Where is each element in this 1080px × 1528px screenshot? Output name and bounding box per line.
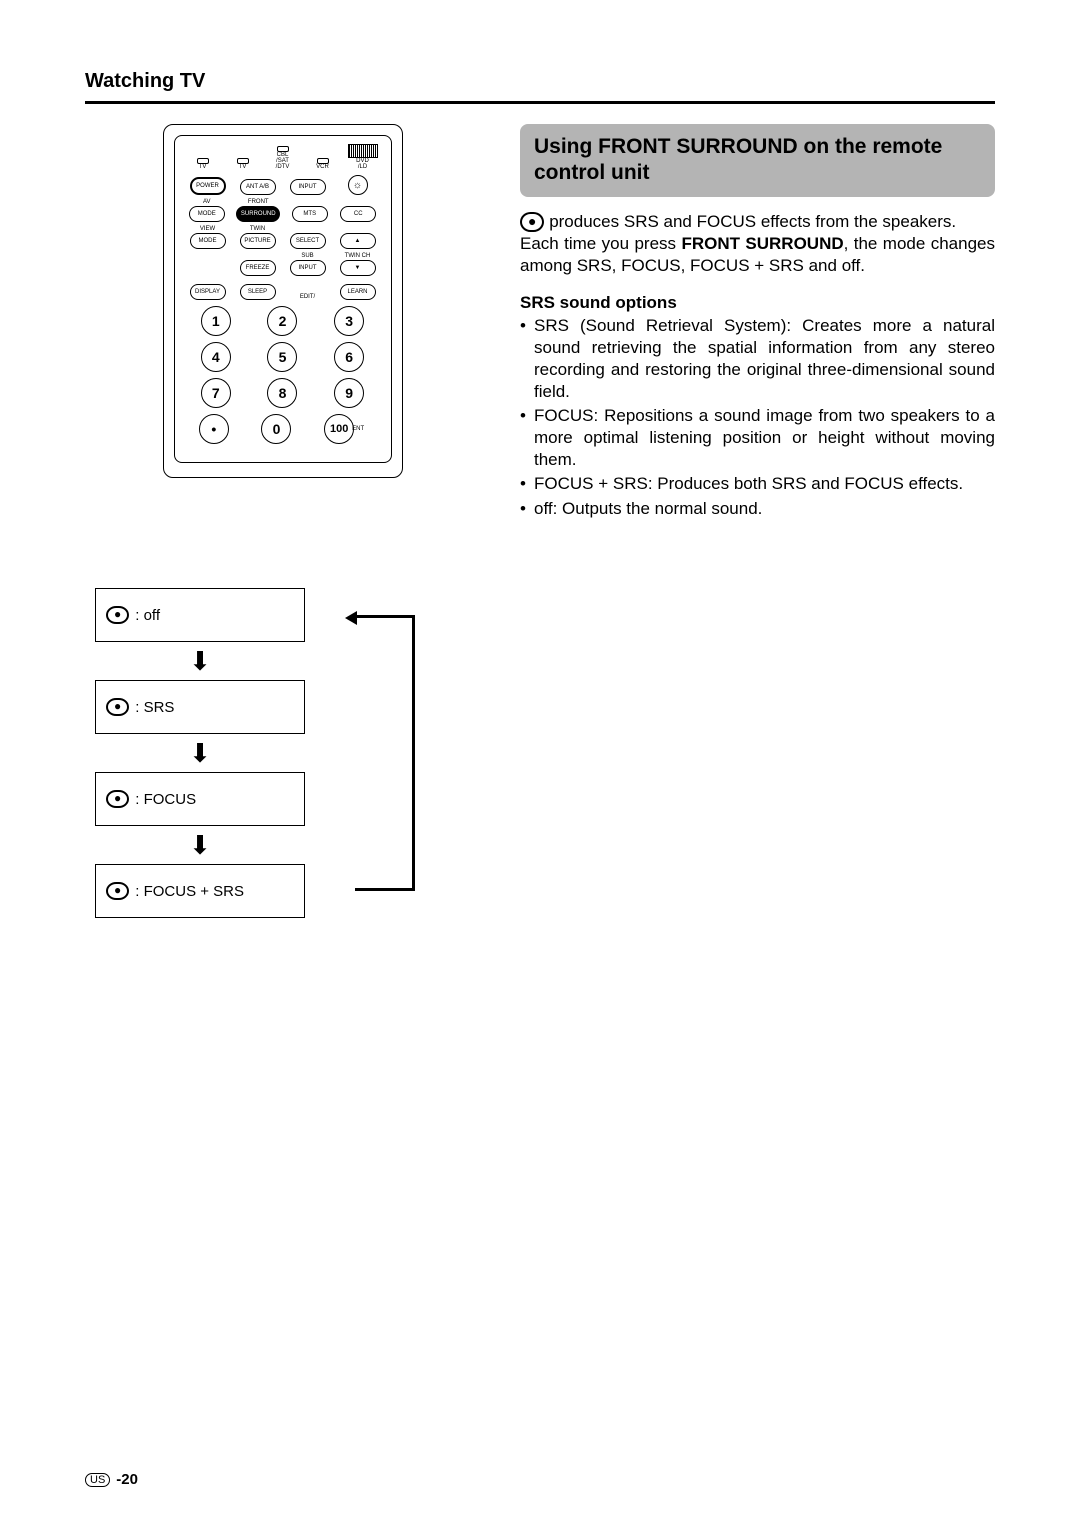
right-column: Using FRONT SURROUND on the remote contr… (520, 124, 995, 918)
options-subhead: SRS sound options (520, 293, 995, 313)
num-4: 4 (201, 342, 231, 372)
left-column: TV TV CBL /SAT /DTV VCR DVD /LD POWER AN… (85, 124, 480, 918)
page-footer: US -20 (85, 1471, 138, 1488)
down-arrow-icon: ⬇ (95, 734, 305, 772)
srs-icon (106, 790, 129, 807)
srs-icon (106, 606, 129, 623)
cycle-paragraph: Each time you press FRONT SURROUND, the … (520, 233, 995, 277)
page-number: -20 (116, 1471, 138, 1488)
num-9: 9 (334, 378, 364, 408)
srs-icon (520, 212, 544, 231)
num-7: 7 (201, 378, 231, 408)
option-off: off: Outputs the normal sound. (520, 498, 995, 520)
ant-button: ANT A/B (240, 179, 276, 195)
state-srs: : SRS (95, 680, 305, 734)
num-100: 100 (324, 414, 354, 444)
ch-up-button: ▲ (340, 233, 376, 249)
power-button: POWER (190, 177, 226, 195)
num-8: 8 (267, 378, 297, 408)
intro-paragraph: produces SRS and FOCUS effects from the … (520, 211, 995, 233)
remote-illustration: TV TV CBL /SAT /DTV VCR DVD /LD POWER AN… (163, 124, 403, 478)
option-focus-srs: FOCUS + SRS: Produces both SRS and FOCUS… (520, 473, 995, 495)
state-off: : off (95, 588, 305, 642)
srs-icon (106, 698, 129, 715)
remote-slider (348, 144, 378, 158)
feature-heading: Using FRONT SURROUND on the remote contr… (520, 124, 995, 197)
section-title: Watching TV (85, 70, 995, 93)
input-button: INPUT (290, 179, 326, 195)
num-6: 6 (334, 342, 364, 372)
num-3: 3 (334, 306, 364, 336)
num-dot: • (199, 414, 229, 444)
mode-cycle-diagram: : off ⬇ : SRS ⬇ : FOCUS ⬇ : FOCUS + SRS (95, 588, 405, 918)
region-badge: US (85, 1473, 110, 1487)
ch-down-button: ▼ (340, 260, 376, 276)
option-focus: FOCUS: Repositions a sound image from tw… (520, 405, 995, 471)
front-surround-button: SURROUND (236, 206, 280, 222)
section-divider (85, 101, 995, 104)
option-srs: SRS (Sound Retrieval System): Creates mo… (520, 315, 995, 403)
srs-icon (106, 882, 129, 899)
down-arrow-icon: ⬇ (95, 642, 305, 680)
light-button: ☼ (348, 175, 368, 195)
state-focus: : FOCUS (95, 772, 305, 826)
num-2: 2 (267, 306, 297, 336)
down-arrow-icon: ⬇ (95, 826, 305, 864)
loop-bracket (355, 615, 415, 891)
options-list: SRS (Sound Retrieval System): Creates mo… (520, 315, 995, 520)
num-1: 1 (201, 306, 231, 336)
num-5: 5 (267, 342, 297, 372)
state-focus-srs: : FOCUS + SRS (95, 864, 305, 918)
num-0: 0 (261, 414, 291, 444)
